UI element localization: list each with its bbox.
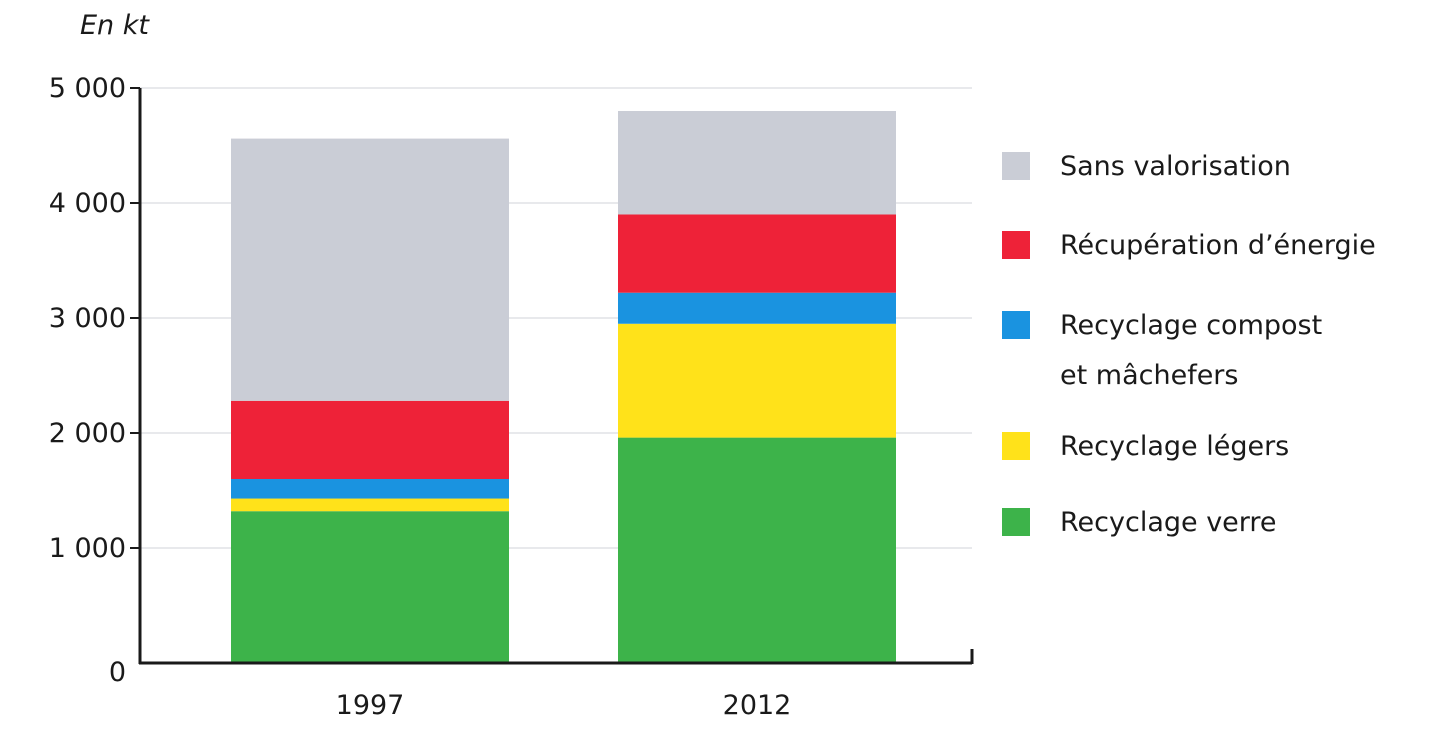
bar-segment bbox=[231, 400, 509, 479]
y-tick-label: 2 000 bbox=[49, 418, 126, 449]
y-tick-label: 5 000 bbox=[49, 73, 126, 104]
bars bbox=[231, 111, 896, 663]
bar-segment bbox=[231, 479, 509, 499]
x-category-labels: 1997 2012 bbox=[336, 690, 792, 721]
axes bbox=[130, 87, 974, 665]
legend-label: Recyclage légers bbox=[1060, 431, 1289, 462]
y-tick-labels: 0 1 000 2 000 3 000 4 000 5 000 bbox=[49, 73, 126, 688]
legend-label: Recyclage compost et mâchefers bbox=[1060, 310, 1322, 391]
y-tick-label: 1 000 bbox=[49, 533, 126, 564]
legend: Sans valorisation Récupération d’énergie R… bbox=[1002, 151, 1376, 538]
bar-segment bbox=[231, 511, 509, 663]
bar-stack-1997 bbox=[231, 138, 509, 663]
bar-stack-2012 bbox=[618, 111, 896, 663]
legend-label: Recyclage verre bbox=[1060, 507, 1277, 538]
legend-label: Sans valorisation bbox=[1060, 151, 1291, 182]
legend-swatch bbox=[1002, 231, 1030, 259]
bar-segment bbox=[618, 437, 896, 663]
y-tick-label: 3 000 bbox=[49, 303, 126, 334]
bar-segment bbox=[231, 138, 509, 401]
legend-swatch bbox=[1002, 432, 1030, 460]
legend-label: Récupération d’énergie bbox=[1060, 230, 1376, 261]
y-tick-label: 4 000 bbox=[49, 188, 126, 219]
legend-swatch bbox=[1002, 152, 1030, 180]
bar-segment bbox=[618, 111, 896, 215]
legend-swatch bbox=[1002, 508, 1030, 536]
bar-segment bbox=[618, 292, 896, 324]
bar-segment bbox=[618, 323, 896, 438]
x-category-label: 2012 bbox=[723, 690, 792, 721]
bar-segment bbox=[618, 214, 896, 293]
legend-swatch bbox=[1002, 311, 1030, 339]
x-category-label: 1997 bbox=[336, 690, 405, 721]
y-unit-label: En kt bbox=[80, 10, 150, 41]
bar-segment bbox=[231, 498, 509, 512]
y-tick-label: 0 bbox=[109, 657, 126, 688]
